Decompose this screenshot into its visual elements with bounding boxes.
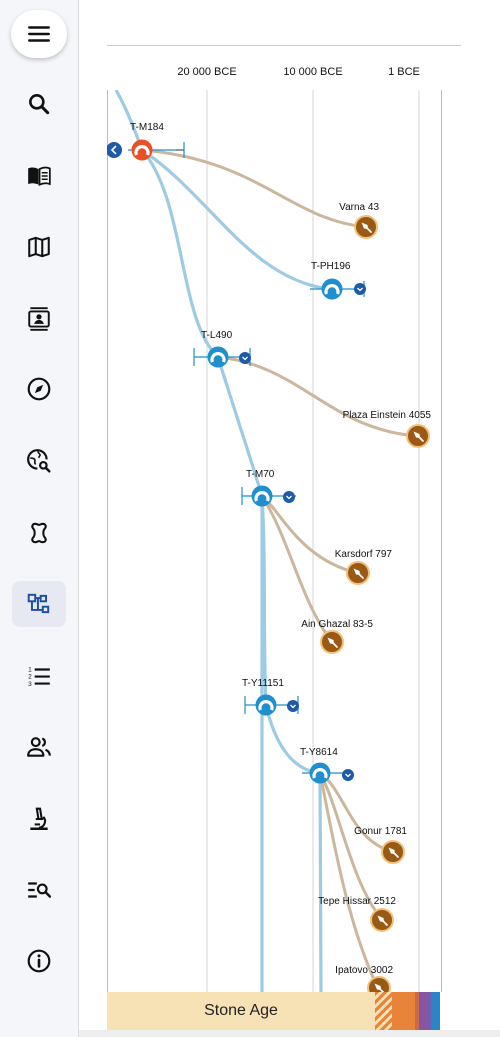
svg-text:1: 1 bbox=[28, 667, 32, 674]
nav-explore[interactable] bbox=[12, 366, 66, 412]
expand-toggles bbox=[107, 142, 366, 781]
axis-label-10000-bce: 10 000 BCE bbox=[283, 66, 343, 78]
era-label: Stone Age bbox=[204, 1002, 278, 1019]
axis-label-1-bce: 1 BCE bbox=[388, 66, 420, 78]
search-icon bbox=[29, 94, 50, 115]
sample-varna-43[interactable]: Varna 43 bbox=[339, 202, 379, 239]
haplogroup-node-t-m184[interactable]: T-M184 bbox=[130, 122, 164, 161]
compass-icon bbox=[27, 377, 51, 401]
node-label-t-m70: T-M70 bbox=[246, 469, 275, 480]
sample-ain-ghazal-83-5[interactable]: Ain Ghazal 83-5 bbox=[301, 619, 373, 654]
nav-haplotree[interactable] bbox=[12, 581, 66, 627]
sample-plaza-einstein-4055[interactable]: Plaza Einstein 4055 bbox=[343, 410, 432, 448]
node-label-t-l490: T-L490 bbox=[201, 330, 233, 341]
menu-button[interactable] bbox=[11, 10, 67, 58]
microscope-icon bbox=[30, 807, 48, 831]
haplotree-timeline: T-M184 T-PH196 T-L490 T-M70 T-Y11151 T-Y… bbox=[107, 90, 432, 992]
haplogroup-node-t-ph196[interactable]: T-PH196 bbox=[311, 261, 351, 300]
nav-bones[interactable] bbox=[12, 510, 66, 556]
list-search-icon bbox=[28, 882, 52, 898]
expand-t-ph196-button[interactable] bbox=[354, 283, 366, 295]
haplogroup-node-t-y8614[interactable]: T-Y8614 bbox=[300, 747, 338, 784]
svg-text:3: 3 bbox=[28, 681, 32, 688]
globe-search-icon bbox=[27, 449, 51, 473]
era-classical bbox=[427, 992, 431, 1030]
main-panel: 20 000 BCE 10 000 BCE 1 BCE Stone Age bbox=[79, 0, 500, 1037]
sample-label-tepe-hissar-2512: Tepe Hissar 2512 bbox=[318, 896, 396, 907]
numbered-list-icon: 1 2 3 bbox=[28, 667, 50, 688]
sample-label-varna-43: Varna 43 bbox=[339, 202, 379, 213]
era-bronze-age bbox=[392, 992, 415, 1030]
haplogroup-node-t-l490[interactable]: T-L490 bbox=[201, 330, 233, 368]
nav-contacts[interactable] bbox=[12, 296, 66, 342]
axis-label-20000-bce: 20 000 BCE bbox=[177, 66, 237, 78]
haplogroup-node-t-m70[interactable]: T-M70 bbox=[246, 469, 275, 507]
svg-text:2: 2 bbox=[28, 674, 32, 681]
expand-t-y8614-button[interactable] bbox=[342, 769, 354, 781]
sample-karsdorf-797[interactable]: Karsdorf 797 bbox=[335, 549, 393, 585]
era-bar: Stone Age bbox=[107, 992, 440, 1030]
nav-lab[interactable] bbox=[12, 796, 66, 842]
hamburger-menu-icon bbox=[28, 26, 50, 42]
map-icon bbox=[28, 236, 50, 258]
era-iron-age-early bbox=[415, 992, 419, 1030]
sample-ipatovo-3002[interactable]: Ipatovo 3002 bbox=[335, 965, 393, 992]
node-label-t-y11151: T-Y11151 bbox=[242, 678, 284, 689]
sidebar: 1 2 3 bbox=[0, 0, 79, 1037]
nav-search[interactable] bbox=[12, 81, 66, 127]
nav-about[interactable] bbox=[12, 938, 66, 984]
contact-card-icon bbox=[28, 307, 50, 331]
open-book-icon bbox=[28, 166, 51, 187]
sample-tepe-hissar-2512[interactable]: Tepe Hissar 2512 bbox=[318, 896, 396, 932]
nav-people[interactable] bbox=[12, 724, 66, 770]
nav-global-search[interactable] bbox=[12, 438, 66, 484]
tree-structure-icon bbox=[27, 593, 50, 614]
nav-map[interactable] bbox=[12, 224, 66, 270]
era-modern bbox=[431, 992, 440, 1030]
expand-t-m70-button[interactable] bbox=[283, 491, 295, 503]
node-label-t-m184: T-M184 bbox=[130, 122, 164, 133]
nav-list-search[interactable] bbox=[12, 867, 66, 913]
expand-t-y11151-button[interactable] bbox=[287, 700, 299, 712]
people-icon bbox=[27, 737, 51, 757]
collapse-left-button[interactable] bbox=[107, 142, 122, 158]
info-icon bbox=[27, 949, 51, 973]
node-label-t-y8614: T-Y8614 bbox=[300, 747, 338, 758]
sample-label-plaza-einstein-4055: Plaza Einstein 4055 bbox=[343, 410, 432, 421]
lineage-lines bbox=[114, 90, 331, 992]
nav-book[interactable] bbox=[12, 153, 66, 199]
era-iron-age bbox=[419, 992, 427, 1030]
bottom-strip bbox=[79, 1030, 500, 1037]
node-label-t-ph196: T-PH196 bbox=[311, 261, 351, 272]
sample-label-gonur-1781: Gonur 1781 bbox=[354, 826, 407, 837]
expand-t-l490-button[interactable] bbox=[239, 352, 251, 364]
era-transition-hatch bbox=[375, 992, 392, 1030]
nav-list[interactable]: 1 2 3 bbox=[12, 653, 66, 699]
header-divider bbox=[107, 45, 461, 46]
sample-lines bbox=[141, 148, 419, 989]
sample-label-ipatovo-3002: Ipatovo 3002 bbox=[335, 965, 393, 976]
haplogroup-node-t-y11151[interactable]: T-Y11151 bbox=[242, 678, 284, 716]
sample-gonur-1781[interactable]: Gonur 1781 bbox=[354, 826, 407, 864]
timeline-frame bbox=[107, 90, 442, 992]
bone-icon bbox=[31, 522, 47, 544]
sample-label-ain-ghazal-83-5: Ain Ghazal 83-5 bbox=[301, 619, 373, 630]
sample-label-karsdorf-797: Karsdorf 797 bbox=[335, 549, 393, 560]
